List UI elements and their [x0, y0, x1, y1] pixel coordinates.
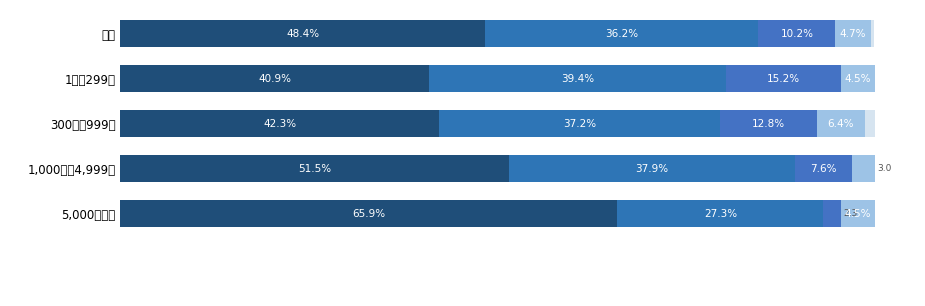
Bar: [439, 110, 720, 137]
Bar: [841, 200, 875, 227]
Text: 10.2%: 10.2%: [781, 29, 813, 39]
Bar: [120, 200, 617, 227]
Text: 42.3%: 42.3%: [264, 119, 296, 129]
Bar: [720, 110, 817, 137]
Text: 4.7%: 4.7%: [840, 29, 867, 39]
Bar: [823, 200, 841, 227]
Text: 4.5%: 4.5%: [845, 74, 871, 84]
Text: 3.0: 3.0: [877, 164, 892, 174]
Bar: [120, 110, 439, 137]
Bar: [429, 65, 726, 92]
Text: 40.9%: 40.9%: [258, 74, 291, 84]
Text: 37.9%: 37.9%: [635, 164, 668, 174]
Text: 4.5%: 4.5%: [845, 209, 871, 219]
Bar: [120, 21, 486, 47]
Bar: [852, 155, 875, 182]
Text: 27.3%: 27.3%: [704, 209, 737, 219]
Text: 37.2%: 37.2%: [563, 119, 597, 129]
Bar: [120, 155, 509, 182]
Text: 39.4%: 39.4%: [561, 74, 594, 84]
Bar: [509, 155, 795, 182]
Text: 7.6%: 7.6%: [810, 164, 836, 174]
Text: 2.3: 2.3: [843, 209, 857, 218]
Bar: [817, 110, 865, 137]
Bar: [835, 21, 870, 47]
Bar: [795, 155, 852, 182]
Bar: [865, 110, 875, 137]
Text: 12.8%: 12.8%: [752, 119, 784, 129]
Bar: [870, 21, 874, 47]
Bar: [726, 65, 841, 92]
Bar: [841, 65, 875, 92]
Text: 51.5%: 51.5%: [298, 164, 331, 174]
Bar: [758, 21, 835, 47]
Text: 15.2%: 15.2%: [767, 74, 800, 84]
Text: 6.4%: 6.4%: [828, 119, 854, 129]
Text: 65.9%: 65.9%: [352, 209, 386, 219]
Bar: [120, 65, 429, 92]
Bar: [486, 21, 758, 47]
Bar: [617, 200, 823, 227]
Text: 48.4%: 48.4%: [286, 29, 319, 39]
Text: 36.2%: 36.2%: [605, 29, 638, 39]
